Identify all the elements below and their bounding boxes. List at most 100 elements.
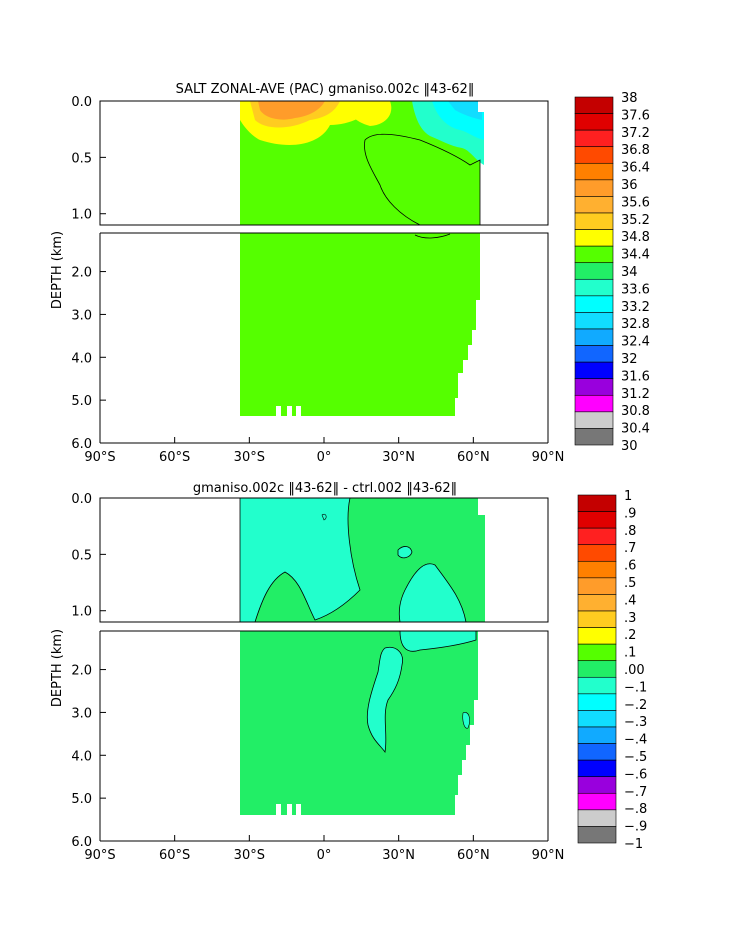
colorbar-label: 36.4	[621, 161, 650, 176]
contour-line-lower	[414, 233, 451, 239]
colorbar-label: −.8	[624, 802, 647, 817]
field-lower	[240, 233, 480, 416]
colorbar-swatch	[577, 643, 617, 662]
colorbar-label: −.7	[624, 785, 647, 800]
colorbar-swatch	[574, 378, 614, 396]
panel-1-y-ticks: 0.0 0.5 1.0 2.0 3.0 4.0 5.0 6.0	[71, 95, 106, 452]
colorbar-swatch	[574, 162, 614, 181]
colorbar-label: −.9	[624, 820, 647, 835]
colorbar-label: 35.2	[621, 213, 650, 228]
x-tick-label: 30°S	[234, 848, 265, 863]
y-tick-label: 5.0	[71, 792, 92, 807]
colorbar-label: −.4	[624, 733, 647, 748]
colorbar-swatch	[577, 560, 617, 579]
colorbar-label: 31.6	[621, 369, 650, 384]
panel-2-title: gmaniso.002c ‖43-62‖ - ctrl.002 ‖43-62‖	[193, 481, 457, 496]
x-tick-label: 90°N	[532, 450, 565, 465]
colorbar-label: 35.6	[621, 195, 650, 210]
panel-1-upper-frame	[99, 100, 549, 226]
x-tick-label: 90°S	[84, 450, 115, 465]
contour-36	[258, 101, 325, 120]
colorbar-swatch	[574, 411, 614, 429]
contour-32-8	[448, 101, 482, 120]
colorbar-label: .4	[624, 593, 636, 608]
contour-35-2-b	[345, 101, 392, 126]
colorbar-swatch	[574, 129, 614, 148]
colorbar-label: 32.4	[621, 335, 650, 350]
colorbar-swatch	[574, 312, 614, 330]
colorbar-label: −.6	[624, 767, 647, 782]
x-tick-label: 90°N	[532, 848, 565, 863]
y-tick-label: 0.0	[71, 95, 92, 110]
colorbar-swatch	[574, 245, 614, 264]
colorbar-swatch	[574, 179, 614, 197]
colorbar-label: −.1	[624, 680, 647, 695]
colorbar-label: 34.4	[621, 248, 650, 263]
colorbar-label: −.5	[624, 750, 647, 765]
gap-2	[287, 804, 292, 815]
colorbar-swatch	[577, 594, 617, 612]
panel-2-upper-frame	[99, 497, 549, 623]
y-tick-label: 4.0	[71, 351, 92, 366]
colorbar-swatch	[577, 627, 617, 645]
y-tick-label: 0.5	[71, 151, 92, 166]
y-tick-label: 3.0	[71, 706, 92, 721]
panel-1-lower-field	[240, 233, 480, 416]
panel-2-y-ticks: 0.0 0.5 1.0 2.0 3.0 4.0 5.0 6.0	[71, 492, 106, 850]
colorbar-swatch	[574, 345, 614, 363]
panel-1-title: SALT ZONAL-AVE (PAC) gmaniso.002c ‖43-62…	[176, 82, 475, 97]
colorbar-swatch	[577, 527, 617, 546]
colorbar-label: 30.8	[621, 404, 650, 419]
colorbar-swatch	[574, 196, 614, 214]
y-tick-label: 0.5	[71, 548, 92, 563]
colorbar-label: .2	[624, 628, 636, 643]
panel-1-upper-field	[240, 101, 484, 226]
colorbar-label: 1	[624, 489, 632, 504]
y-tick-label: 3.0	[71, 308, 92, 323]
x-tick-label: 0°	[317, 450, 332, 465]
y-tick-label: 6.0	[71, 835, 92, 850]
colorbar-swatch	[574, 146, 614, 164]
colorbar-label: .3	[624, 611, 636, 626]
x-tick-label: 30°N	[382, 450, 415, 465]
colorbar-swatch	[577, 759, 617, 778]
panel-2-colorbar: 1 .9 .8 .7 .6 .5 .4 .3 .2 .1 .00 −.1 −.2 −.3 −.4 −.5 −.6…	[577, 489, 647, 852]
colorbar-swatch	[574, 394, 614, 413]
panel-2-lower-frame	[99, 630, 549, 841]
colorbar-swatch	[577, 676, 617, 695]
colorbar-label: .1	[624, 646, 636, 661]
gap-3	[296, 406, 301, 416]
panel-salinity: SALT ZONAL-AVE (PAC) gmaniso.002c ‖43-62…	[50, 82, 650, 465]
colorbar-label: .5	[624, 576, 636, 591]
x-tick-label: 30°N	[382, 848, 415, 863]
land-mask-upper	[478, 101, 484, 112]
colorbar-label: .8	[624, 524, 636, 539]
field-lower	[240, 631, 478, 815]
panel-1-ylabel: DEPTH (km)	[50, 231, 65, 309]
contour-neg-left	[239, 497, 361, 623]
colorbar-swatch	[577, 826, 617, 844]
x-tick-label: 0°	[317, 848, 332, 863]
colorbar-label: .9	[624, 506, 636, 521]
colorbar-swatch	[577, 577, 617, 595]
panel-2-upper-field	[239, 497, 486, 623]
y-tick-label: 1.0	[71, 605, 92, 620]
colorbar-label: 34	[621, 265, 638, 280]
colorbar-label: 36.8	[621, 143, 650, 158]
panel-2-ylabel: DEPTH (km)	[50, 629, 65, 707]
y-tick-label: 6.0	[71, 437, 92, 452]
colorbar-swatch	[574, 229, 614, 247]
contour-neg-small	[397, 546, 413, 559]
gap-3	[296, 804, 301, 815]
colorbar-swatch	[574, 428, 614, 446]
colorbar-label: 32.8	[621, 317, 650, 332]
y-tick-label: 2.0	[71, 266, 92, 281]
colorbar-label: .7	[624, 541, 636, 556]
contour-line-34-4	[364, 133, 481, 226]
colorbar-swatch	[574, 113, 614, 131]
colorbar-swatch	[574, 278, 614, 297]
colorbar-label: .6	[624, 559, 636, 574]
contour-neg-lower-band	[366, 646, 403, 754]
colorbar-label: 33.6	[621, 282, 650, 297]
